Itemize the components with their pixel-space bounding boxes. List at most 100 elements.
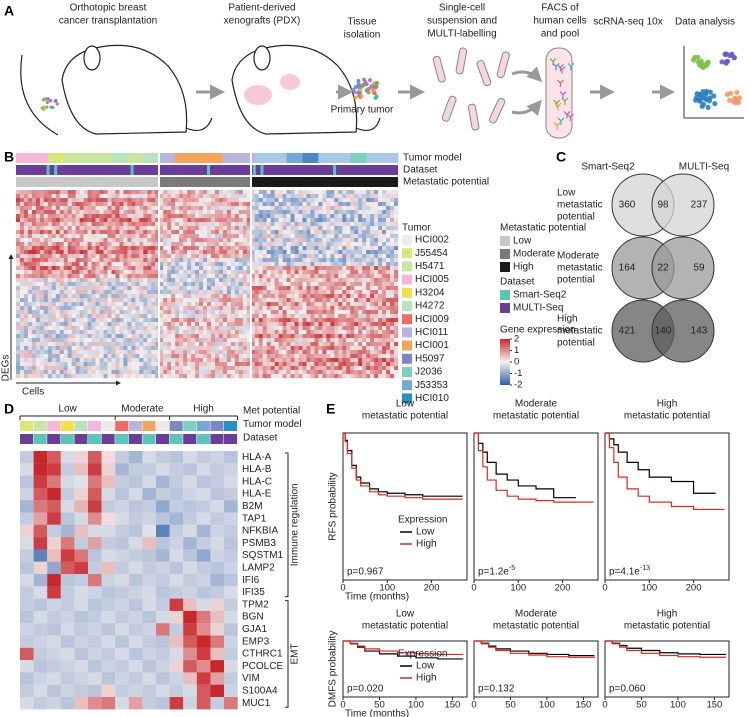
heatmap-cell: [27, 222, 33, 227]
heatmap-cell: [262, 258, 267, 263]
heatmap-cell: [382, 210, 387, 215]
heatmap-cell: [179, 334, 184, 339]
heatmap-cell: [298, 366, 303, 371]
heatmap-cell: [31, 214, 37, 219]
heatmap-cell: [306, 194, 311, 199]
heatmap-cell: [195, 262, 200, 267]
heatmap-cell: [171, 190, 176, 195]
heatmap-cell: [127, 282, 132, 287]
heatmap-cell: [390, 354, 395, 359]
heatmap-cell: [47, 647, 61, 661]
heatmap-cell: [214, 286, 220, 291]
color-tick-label: 2: [514, 334, 519, 345]
heatmap-cell: [330, 374, 335, 379]
heatmap-cell: [246, 246, 251, 251]
heatmap-cell: [234, 326, 240, 331]
heatmap-cell: [43, 222, 49, 227]
heatmap-cell: [151, 270, 156, 275]
heatmap-cell: [238, 362, 244, 367]
heatmap-cell: [91, 290, 96, 295]
heatmap-cell: [314, 210, 319, 215]
heatmap-cell: [83, 254, 88, 259]
heatmap-cell: [187, 310, 192, 315]
heatmap-cell: [210, 298, 216, 303]
heatmap-cell: [147, 366, 152, 371]
heatmap-cell: [358, 366, 363, 371]
heatmap-cell: [278, 278, 283, 283]
heatmap-cell: [74, 647, 89, 661]
heatmap-cell: [342, 290, 347, 295]
legend-swatch: [500, 249, 510, 259]
heatmap-cell: [390, 298, 395, 303]
heatmap-cell: [354, 226, 359, 231]
heatmap-cell: [71, 326, 76, 331]
heatmap-cell: [294, 334, 299, 339]
heatmap-cell: [107, 310, 112, 315]
heatmap-cell: [51, 354, 56, 359]
heatmap-cell: [370, 254, 375, 259]
heatmap-cell: [131, 278, 136, 283]
heatmap-cell: [266, 190, 271, 195]
heatmap-cell: [67, 358, 72, 363]
heatmap-cell: [330, 274, 335, 279]
heatmap-cell: [143, 230, 148, 235]
heatmap-cell: [314, 198, 319, 203]
heatmap-cell: [302, 290, 307, 295]
heatmap-cell: [366, 242, 371, 247]
heatmap-cell: [242, 194, 247, 199]
heatmap-cell: [101, 672, 116, 685]
heatmap-cell: [214, 326, 220, 331]
heatmap-cell: [175, 358, 180, 363]
heatmap-cell: [358, 234, 363, 239]
heatmap-cell: [199, 202, 204, 207]
heatmap-cell: [39, 258, 45, 263]
heatmap-cell: [250, 262, 255, 267]
heatmap-cell: [274, 306, 279, 311]
heatmap-cell: [214, 342, 220, 347]
heatmap-cell: [47, 500, 61, 513]
heatmap-cell: [23, 322, 29, 327]
heatmap-cell: [31, 218, 37, 223]
heatmap-cell: [79, 290, 84, 295]
heatmap-cell: [286, 370, 291, 375]
heatmap-cell: [266, 254, 271, 259]
heatmap-cell: [33, 598, 48, 611]
heatmap-cell: [314, 202, 319, 207]
heatmap-cell: [342, 294, 347, 299]
heatmap-cell: [187, 230, 192, 235]
heatmap-cell: [362, 206, 367, 211]
heatmap-cell: [230, 274, 236, 279]
heatmap-cell: [123, 362, 128, 367]
heatmap-cell: [370, 322, 375, 327]
heatmap-cell: [258, 230, 263, 235]
heatmap-cell: [298, 242, 303, 247]
heatmap-cell: [115, 318, 120, 323]
heatmap-cell: [210, 362, 216, 367]
heatmap-cell: [103, 266, 108, 271]
heatmap-cell: [330, 282, 335, 287]
heatmap-cell: [254, 226, 259, 231]
heatmap-cell: [199, 262, 204, 267]
heatmap-cell: [87, 266, 92, 271]
metastatic-track: [16, 177, 158, 187]
heatmap-cell: [183, 310, 188, 315]
decor-dot: [722, 51, 728, 57]
heatmap-cell: [47, 314, 53, 319]
heatmap-cell: [222, 326, 228, 331]
heatmap-cell: [123, 194, 128, 199]
heatmap-cell: [51, 246, 56, 251]
heatmap-cell: [274, 322, 279, 327]
heatmap-cell: [187, 374, 192, 379]
heatmap-cell: [179, 330, 184, 335]
heatmap-cell: [318, 330, 323, 335]
heatmap-cell: [286, 262, 291, 267]
heatmap-cell: [87, 370, 92, 375]
heatmap-cell: [131, 246, 136, 251]
heatmap-cell: [151, 350, 156, 355]
heatmap-cell: [159, 254, 164, 259]
heatmap-cell: [143, 358, 148, 363]
heatmap-cell: [386, 354, 391, 359]
heatmap-cell: [394, 274, 399, 279]
heatmap-cell: [175, 234, 180, 239]
heatmap-cell: [266, 334, 271, 339]
